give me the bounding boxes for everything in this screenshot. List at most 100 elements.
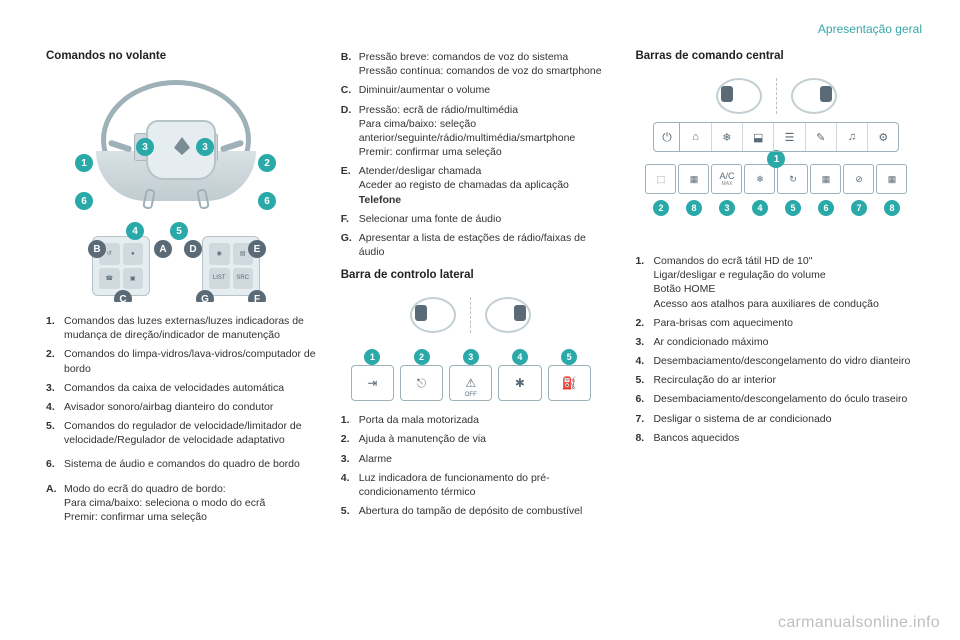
- list-marker: 1.: [46, 314, 64, 342]
- list-text: Apresentar a lista de estações de rádio/…: [359, 231, 614, 259]
- mini-wheel-pair: [635, 78, 917, 114]
- climate-button-icon: ❄: [744, 164, 775, 194]
- badge-let-B: B: [88, 240, 106, 258]
- list-text: Alarme: [359, 452, 614, 466]
- climate-button-icon: A/CMAX: [711, 164, 742, 194]
- fig3-badge-row: 28345678: [635, 194, 917, 216]
- section-header: Apresentação geral: [818, 22, 922, 36]
- pad-btn-label: SRC: [233, 268, 254, 290]
- badge-let-F: F: [248, 290, 266, 302]
- col2-title2: Barra de controlo lateral: [341, 269, 614, 281]
- divider-icon: [470, 297, 471, 333]
- touch-shortcut-icon: ✎: [806, 123, 837, 151]
- list-marker: 8.: [635, 431, 653, 445]
- col-3: Barras de comando central 1 ⏻ ⌂❄⬓☰✎♫⚙ ⬚▦…: [635, 50, 930, 534]
- badge-let-G: G: [196, 290, 214, 302]
- pad-btn-icon: ◉: [209, 243, 230, 265]
- touch-shortcut-icon: ⬓: [743, 123, 774, 151]
- climate-button-icon: ▦: [810, 164, 841, 194]
- badge-num-4: 4: [512, 349, 528, 365]
- list-text: Recirculação do ar interior: [653, 373, 930, 387]
- list-item: 2.Ajuda à manutenção de via: [341, 432, 614, 446]
- list-text: Comandos da caixa de velocidades automát…: [64, 381, 319, 395]
- list-text: Pressão breve: comandos de voz do sistem…: [359, 50, 614, 78]
- list-item: 1.Porta da mala motorizada: [341, 413, 614, 427]
- list-item: B.Pressão breve: comandos de voz do sist…: [341, 50, 614, 78]
- page-body: Comandos no volante ↺ ● ☎ ▣: [0, 0, 960, 534]
- divider-icon: [776, 78, 777, 114]
- list-marker: 6.: [635, 392, 653, 406]
- col3-num-list: 1.Comandos do ecrã tátil HD de 10"Ligar/…: [635, 254, 930, 445]
- touch-shortcut-icon: ⌂: [680, 123, 711, 151]
- list-item: 8.Bancos aquecidos: [635, 431, 930, 445]
- list-marker: 2.: [635, 316, 653, 330]
- badge-let-D: D: [184, 240, 202, 258]
- badge-num-3: 3: [719, 200, 735, 216]
- list-item: 2.Comandos do limpa-vidros/lava-vidros/c…: [46, 347, 319, 375]
- list-text: Modo do ecrã do quadro de bordo:Para cim…: [64, 482, 319, 525]
- badge-num-6: 6: [258, 192, 276, 210]
- list-text: Bancos aquecidos: [653, 431, 930, 445]
- list-item: G.Apresentar a lista de estações de rádi…: [341, 231, 614, 259]
- climate-button-icon: ⊘: [843, 164, 874, 194]
- badge-num-5: 5: [785, 200, 801, 216]
- touch-shortcut-icon: ⚙: [868, 123, 898, 151]
- list-item: 6.Desembaciamento/descongelamento do ócu…: [635, 392, 930, 406]
- watermark-text: carmanualsonline.info: [778, 614, 940, 632]
- list-text: Porta da mala motorizada: [359, 413, 614, 427]
- badge-let-A: A: [154, 240, 172, 258]
- fig-steering-wheel: ↺ ● ☎ ▣ ◉ ▤ LIST SRC 13326645BADECGF: [46, 72, 306, 302]
- list-marker: G.: [341, 231, 359, 259]
- list-text: Selecionar uma fonte de áudio: [359, 212, 614, 226]
- badge-num-3: 3: [136, 138, 154, 156]
- badge-num-1: 1: [364, 349, 380, 365]
- lateral-button-icon: ✱: [498, 365, 541, 401]
- list-text: Ajuda à manutenção de via: [359, 432, 614, 446]
- lateral-button-icon: ⎋: [400, 365, 443, 401]
- steering-wheel-outline: [101, 80, 251, 200]
- climate-button-icon: ▦: [678, 164, 709, 194]
- list-item: 6.Sistema de áudio e comandos do quadro …: [46, 457, 319, 471]
- list-item: A.Modo do ecrã do quadro de bordo:Para c…: [46, 482, 319, 525]
- list-marker: 5.: [635, 373, 653, 387]
- col1-let-list: A.Modo do ecrã do quadro de bordo:Para c…: [46, 482, 319, 525]
- list-marker: 4.: [635, 354, 653, 368]
- badge-let-E: E: [248, 240, 266, 258]
- badge-num-8: 8: [884, 200, 900, 216]
- list-item: 7.Desligar o sistema de ar condicionado: [635, 412, 930, 426]
- touch-shortcut-icon: ❄: [712, 123, 743, 151]
- list-marker: 3.: [46, 381, 64, 395]
- badge-num-6: 6: [75, 192, 93, 210]
- mini-wheel-left-icon: [410, 297, 456, 333]
- touch-shortcut-icon: ♫: [837, 123, 868, 151]
- col1-num-list-b: 6.Sistema de áudio e comandos do quadro …: [46, 457, 319, 471]
- badge-num-7: 7: [851, 200, 867, 216]
- list-text: Ar condicionado máximo: [653, 335, 930, 349]
- mini-wheel-pair: [341, 297, 601, 333]
- touch-shortcut-icon: ☰: [774, 123, 805, 151]
- badge-num-8: 8: [686, 200, 702, 216]
- fig2-button-row: ⇥⎋⚠OFF✱⛽: [341, 365, 601, 401]
- badge-num-2: 2: [653, 200, 669, 216]
- power-icon: ⏻: [654, 122, 680, 152]
- list-text: Desembaciamento/descongelamento do vidro…: [653, 354, 930, 368]
- badge-num-4: 4: [126, 222, 144, 240]
- col3-title: Barras de comando central: [635, 50, 930, 62]
- list-item: C.Diminuir/aumentar o volume: [341, 83, 614, 97]
- fig-central-bar: 1 ⏻ ⌂❄⬓☰✎♫⚙ ⬚▦A/CMAX❄↻▦⊘▦ 28345678: [635, 72, 917, 242]
- list-marker: 1.: [635, 254, 653, 311]
- list-marker: 2.: [341, 432, 359, 446]
- badge-num-5: 5: [170, 222, 188, 240]
- list-text: Comandos do limpa-vidros/lava-vidros/com…: [64, 347, 319, 375]
- badge-num-1: 1: [767, 150, 785, 168]
- list-text: Avisador sonoro/airbag dianteiro do cond…: [64, 400, 319, 414]
- mini-wheel-right-icon: [791, 78, 837, 114]
- list-marker: B.: [341, 50, 359, 78]
- list-marker: 3.: [341, 452, 359, 466]
- fig2-badge-row: 12345: [341, 343, 601, 365]
- list-item: 3.Alarme: [341, 452, 614, 466]
- climate-button-icon: ⬚: [645, 164, 676, 194]
- list-item: 1.Comandos das luzes externas/luzes indi…: [46, 314, 319, 342]
- list-text: Sistema de áudio e comandos do quadro de…: [64, 457, 319, 471]
- touchscreen-shortcuts: ⏻ ⌂❄⬓☰✎♫⚙: [653, 122, 899, 152]
